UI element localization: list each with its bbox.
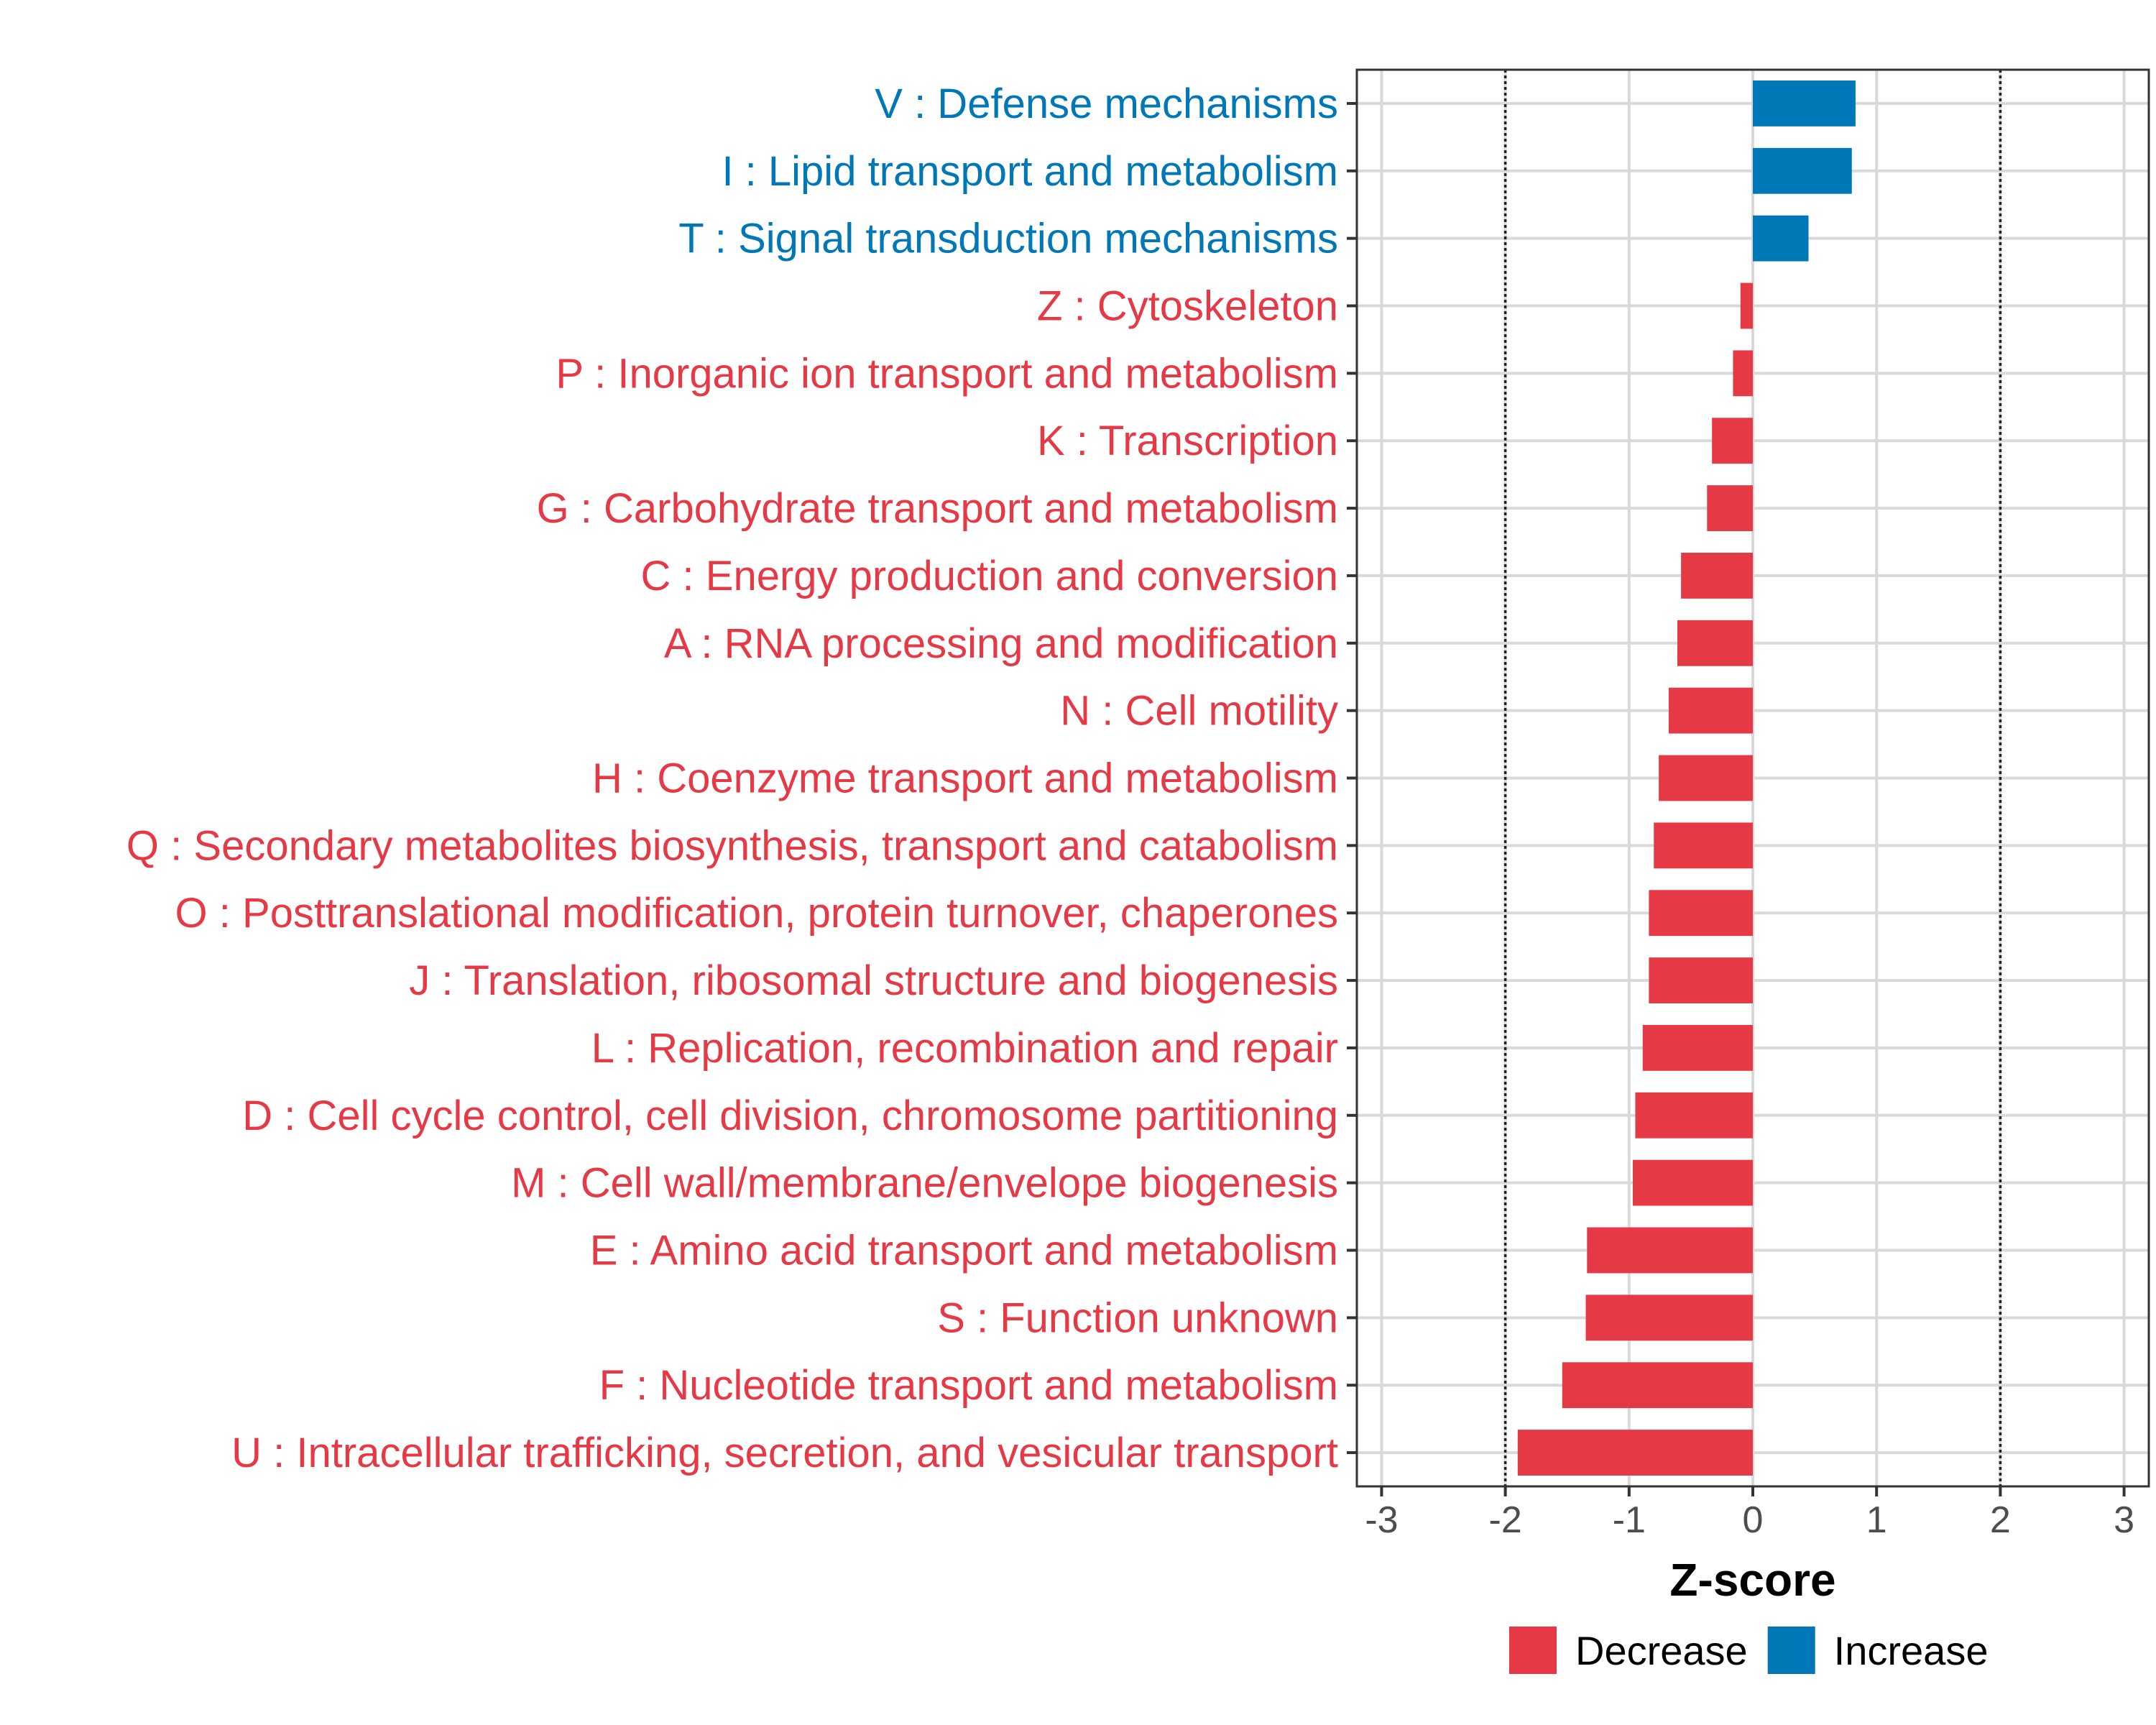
bar-s <box>1585 1294 1753 1341</box>
bar-t <box>1753 215 1809 262</box>
x-tick-label: 3 <box>2114 1499 2134 1541</box>
bar-u <box>1517 1430 1753 1476</box>
category-label: I : Lipid transport and metabolism <box>722 148 1338 195</box>
legend-key-decrease <box>1509 1627 1557 1674</box>
bar-v <box>1753 80 1856 126</box>
category-label: L : Replication, recombination and repai… <box>591 1025 1338 1072</box>
x-tick-label: 1 <box>1866 1499 1887 1541</box>
category-label: P : Inorganic ion transport and metaboli… <box>556 350 1338 397</box>
category-label: G : Carbohydrate transport and metabolis… <box>537 485 1338 532</box>
category-label: Z : Cytoskeleton <box>1037 283 1338 330</box>
bar-d <box>1635 1092 1753 1138</box>
legend: Decrease Increase <box>1509 1627 1988 1674</box>
category-label: O : Posttranslational modification, prot… <box>175 890 1338 937</box>
bars-layer <box>1517 80 1856 1476</box>
bar-m <box>1632 1159 1753 1206</box>
bar-h <box>1659 755 1753 801</box>
bar-f <box>1562 1362 1753 1409</box>
category-label: E : Amino acid transport and metabolism <box>590 1228 1338 1274</box>
bar-q <box>1654 822 1753 869</box>
category-label: N : Cell motility <box>1060 688 1338 735</box>
category-label: D : Cell cycle control, cell division, c… <box>242 1092 1338 1139</box>
bar-e <box>1587 1227 1753 1274</box>
category-label: F : Nucleotide transport and metabolism <box>599 1362 1338 1409</box>
legend-label: Increase <box>1834 1628 1989 1673</box>
bar-g <box>1707 485 1753 531</box>
category-label: T : Signal transduction mechanisms <box>678 216 1338 262</box>
bar-i <box>1753 147 1852 194</box>
category-label: K : Transcription <box>1037 418 1338 464</box>
x-tick-label: -3 <box>1365 1499 1398 1541</box>
bar-j <box>1649 957 1753 1003</box>
bar-o <box>1649 890 1753 937</box>
bar-z <box>1740 282 1753 329</box>
threshold-layer <box>1503 70 2002 1486</box>
category-label: A : RNA processing and modification <box>664 620 1338 667</box>
category-label: M : Cell wall/membrane/envelope biogenes… <box>511 1160 1338 1207</box>
category-label: Q : Secondary metabolites biosynthesis, … <box>126 822 1338 869</box>
bar-l <box>1642 1025 1753 1071</box>
category-label: C : Energy production and conversion <box>641 553 1338 599</box>
x-tick-label: -2 <box>1489 1499 1522 1541</box>
category-label: S : Function unknown <box>937 1294 1338 1341</box>
x-tick-label: 2 <box>1990 1499 2011 1541</box>
x-tick-label: 0 <box>1743 1499 1764 1541</box>
bar-n <box>1668 687 1753 734</box>
bar-k <box>1712 418 1753 464</box>
bar-p <box>1733 350 1753 397</box>
category-label: H : Coenzyme transport and metabolism <box>592 755 1338 802</box>
category-label: J : Translation, ribosomal structure and… <box>409 957 1338 1004</box>
x-axis-title: Z-score <box>1669 1554 1835 1606</box>
x-tick-label: -1 <box>1613 1499 1646 1541</box>
bar-a <box>1677 620 1753 666</box>
x-axis: -3 -2 -1 0 1 2 3 <box>1365 1486 2134 1541</box>
legend-key-increase <box>1767 1627 1815 1674</box>
bar-c <box>1681 553 1753 599</box>
category-label: V : Defense mechanisms <box>875 80 1338 127</box>
category-labels: V : Defense mechanisms I : Lipid transpor… <box>126 80 1357 1476</box>
legend-label: Decrease <box>1575 1628 1748 1673</box>
category-label: U : Intracellular trafficking, secretion… <box>231 1430 1338 1476</box>
